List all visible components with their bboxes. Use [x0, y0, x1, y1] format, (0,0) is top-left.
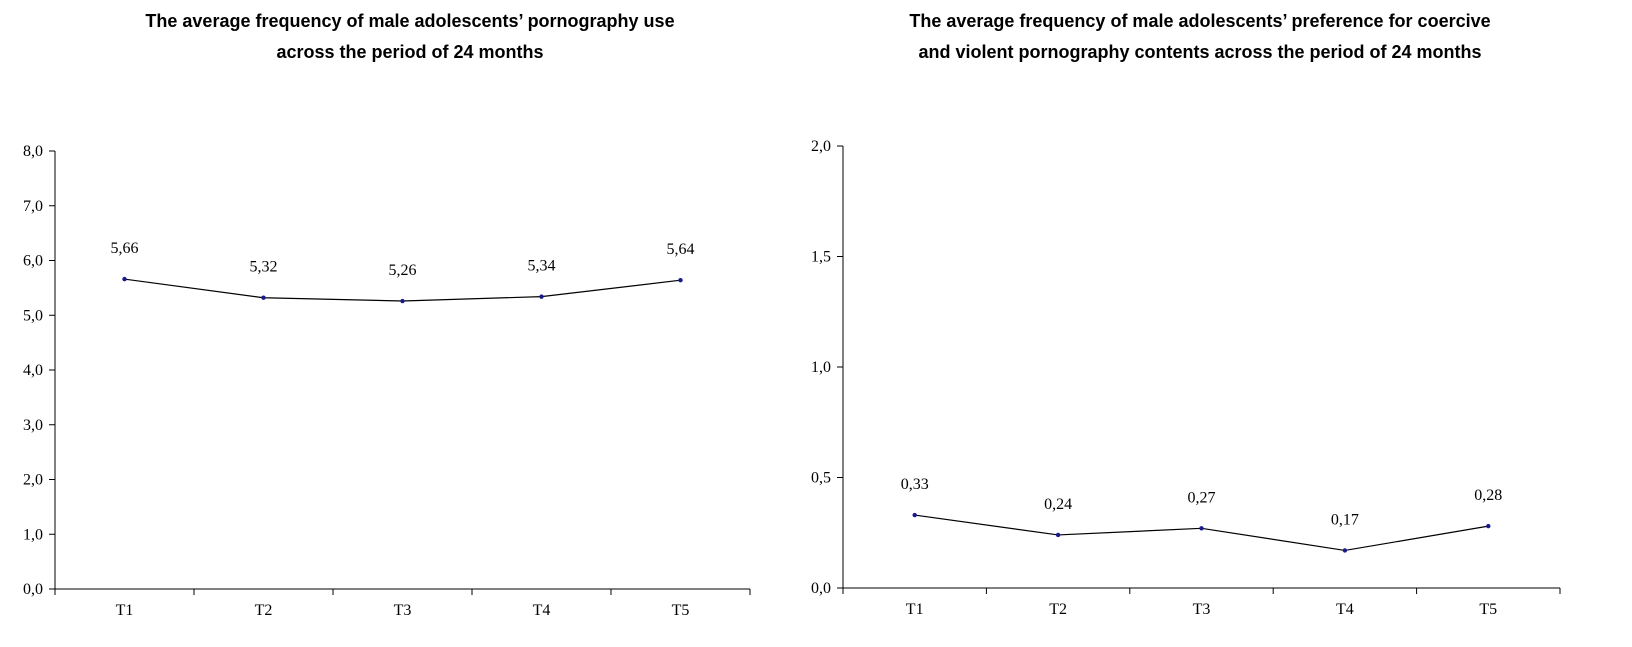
data-label-left: 5,26: [389, 262, 417, 279]
data-label-right: 0,27: [1188, 489, 1216, 506]
data-point-right: [912, 512, 917, 518]
x-tick-label-left: T4: [533, 602, 551, 619]
x-tick-label-right: T3: [1193, 601, 1211, 618]
data-label-right: 0,28: [1474, 487, 1502, 504]
series-line-right: [914, 514, 1489, 552]
data-label-left: 5,66: [111, 240, 139, 257]
y-tick-label-left: 6,0: [23, 253, 43, 270]
y-tick-label-left: 1,0: [23, 526, 43, 543]
x-tick-label-right: T2: [1049, 601, 1067, 618]
y-tick-label-left: 7,0: [23, 198, 43, 215]
chart-title-left: The average frequency of male adolescent…: [60, 6, 760, 68]
chart-title-left-line-1: The average frequency of male adolescent…: [145, 11, 675, 31]
x-tick-label-right: T4: [1336, 601, 1354, 618]
y-tick-label-right: 2,0: [811, 138, 831, 155]
x-tick-label-left: T1: [116, 602, 134, 619]
data-point-left: [122, 276, 127, 282]
y-tick-label-left: 5,0: [23, 307, 43, 324]
data-label-right: 0,33: [901, 476, 929, 493]
y-tick-label-left: 3,0: [23, 417, 43, 434]
chart-title-right-line-1: The average frequency of male adolescent…: [909, 11, 1491, 31]
chart-title-left-line-2: across the period of 24 months: [276, 42, 544, 62]
chart-title-right-line-2: and violent pornography contents across …: [918, 42, 1482, 62]
y-tick-label-left: 0,0: [23, 581, 43, 598]
data-point-left: [400, 298, 405, 304]
data-point-left: [261, 295, 266, 300]
data-point-right: [1055, 532, 1061, 538]
x-tick-label-left: T5: [672, 602, 690, 619]
y-tick-label-right: 0,0: [811, 580, 831, 597]
y-tick-label-left: 2,0: [23, 472, 43, 489]
data-label-left: 5,64: [667, 241, 695, 258]
series-line-left: [124, 278, 681, 302]
data-point-right: [1342, 548, 1348, 553]
data-label-left: 5,32: [250, 259, 278, 276]
plot-right: 0,0 0,5 1,0 1,5 2,0 T1 T2 T3 T4 T5 0,33 0,24 0,27 0,1…: [811, 138, 1561, 618]
y-tick-label-left: 4,0: [23, 362, 43, 379]
data-point-right: [1486, 523, 1491, 529]
chart-title-right: The average frequency of male adolescent…: [840, 6, 1560, 68]
data-point-left: [678, 278, 683, 283]
y-tick-label-left: 8,0: [23, 143, 43, 160]
data-point-left: [539, 294, 544, 299]
x-tick-label-right: T5: [1479, 601, 1497, 618]
y-tick-label-right: 1,0: [811, 359, 831, 376]
data-label-right: 0,17: [1331, 511, 1359, 528]
x-tick-label-left: T2: [255, 602, 273, 619]
data-point-right: [1199, 526, 1204, 531]
data-label-left: 5,34: [528, 258, 556, 275]
y-tick-label-right: 1,5: [811, 249, 831, 266]
data-label-right: 0,24: [1044, 496, 1072, 513]
x-tick-label-left: T3: [394, 602, 412, 619]
x-tick-label-right: T1: [906, 601, 924, 618]
plot-left: 0,0 1,0 2,0 3,0 4,0 5,0 6,0 7,0 8,0 T1 T2 T3 T4 T5 5,6…: [23, 143, 751, 619]
y-tick-label-right: 0,5: [811, 470, 831, 487]
